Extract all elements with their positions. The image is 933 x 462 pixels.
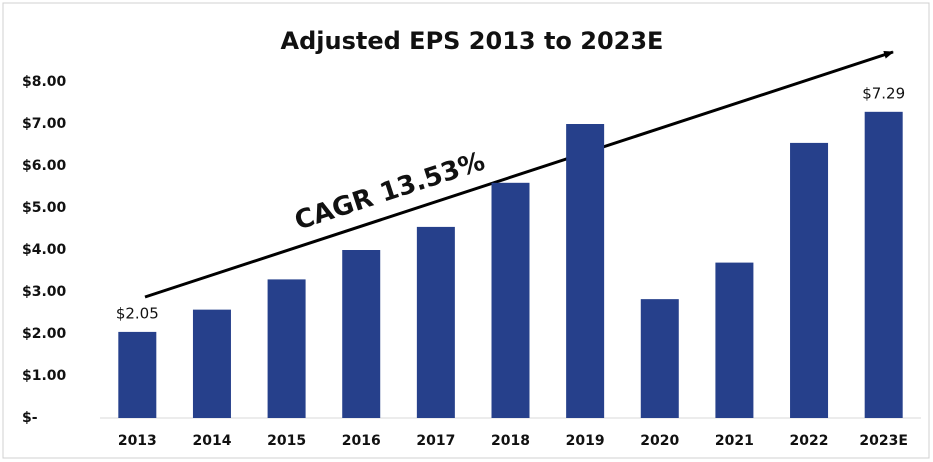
x-tick-label: 2014 (192, 433, 231, 449)
bar (416, 226, 455, 418)
bar (118, 331, 157, 418)
x-tick-label: 2018 (491, 433, 530, 449)
bar (640, 299, 679, 418)
y-tick-label: $6.00 (22, 158, 67, 174)
y-tick-label: $2.00 (22, 326, 67, 342)
y-tick-label: $7.00 (22, 116, 67, 132)
x-tick-label: 2016 (342, 433, 381, 449)
y-tick-label: $5.00 (22, 200, 67, 216)
x-tick-label: 2019 (566, 433, 605, 449)
trend-arrow (144, 50, 894, 299)
bar (566, 124, 605, 418)
chart-title: Adjusted EPS 2013 to 2023E (281, 27, 664, 55)
y-tick-label: $8.00 (22, 74, 67, 90)
bar (491, 182, 530, 418)
y-tick-label: $1.00 (22, 368, 67, 384)
x-tick-label: 2015 (267, 433, 306, 449)
x-tick-label: 2013 (118, 433, 157, 449)
bar (342, 250, 381, 418)
y-tick-label: $3.00 (22, 284, 67, 300)
bar (192, 309, 231, 418)
data-label: $7.29 (862, 84, 905, 102)
y-tick-label: $- (22, 410, 38, 426)
bar (790, 142, 829, 418)
bar (267, 279, 306, 418)
x-tick-label: 2017 (416, 433, 455, 449)
bar (715, 262, 754, 418)
data-label: $2.05 (116, 304, 159, 322)
y-tick-label: $4.00 (22, 242, 67, 258)
x-tick-label: 2020 (640, 433, 679, 449)
x-tick-label: 2022 (790, 433, 829, 449)
x-tick-label: 2023E (859, 433, 908, 449)
x-tick-label: 2021 (715, 433, 754, 449)
bar (864, 111, 903, 418)
